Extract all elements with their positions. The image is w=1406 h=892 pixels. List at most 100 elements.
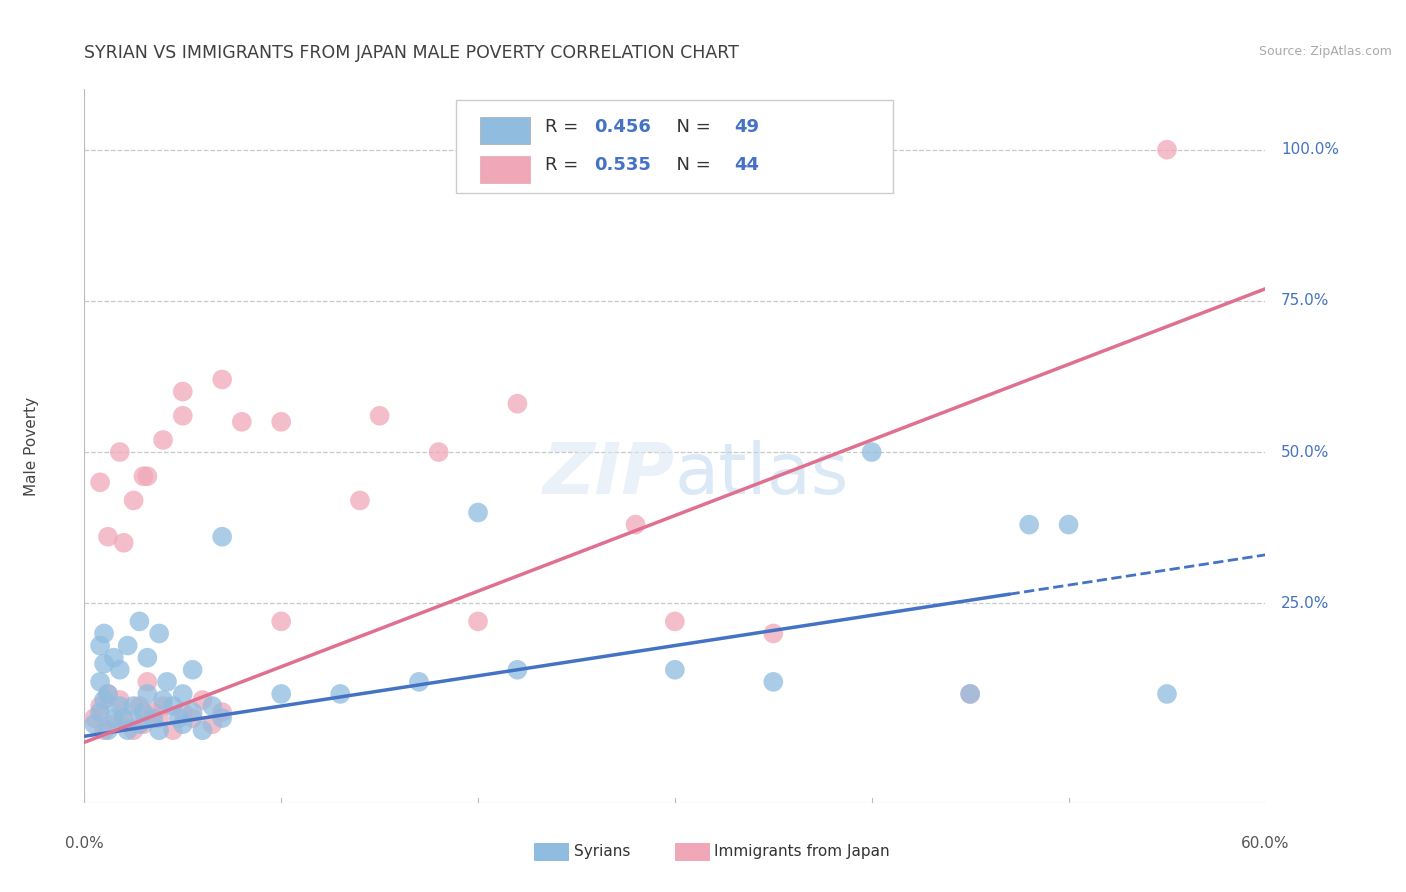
Text: R =: R = [546, 118, 583, 136]
Point [112, 711, 135, 725]
Point [181, 711, 204, 725]
Point [112, 711, 135, 725]
Point [762, 626, 785, 640]
Point [329, 687, 352, 701]
Point [152, 693, 174, 707]
Text: Source: ZipAtlas.com: Source: ZipAtlas.com [1258, 45, 1392, 58]
Point [211, 530, 233, 544]
Text: Syrians: Syrians [574, 845, 630, 859]
Text: 49: 49 [734, 118, 759, 136]
Text: 60.0%: 60.0% [1241, 836, 1289, 851]
Point [128, 717, 150, 731]
Point [122, 493, 145, 508]
Point [128, 699, 150, 714]
Point [93, 693, 115, 707]
Point [172, 384, 194, 399]
Text: Male Poverty: Male Poverty [24, 396, 39, 496]
Text: N =: N = [665, 156, 717, 174]
Point [172, 409, 194, 423]
Point [117, 723, 139, 738]
Point [181, 663, 204, 677]
Text: N =: N = [665, 118, 717, 136]
Point [136, 469, 159, 483]
FancyBboxPatch shape [479, 118, 530, 145]
Point [89, 475, 111, 490]
Text: 50.0%: 50.0% [1281, 444, 1330, 459]
Point [148, 723, 170, 738]
Point [136, 674, 159, 689]
Text: 75.0%: 75.0% [1281, 293, 1330, 309]
Point [156, 674, 179, 689]
Text: R =: R = [546, 156, 583, 174]
Point [167, 711, 190, 725]
Point [112, 535, 135, 549]
Point [624, 517, 647, 532]
Point [211, 705, 233, 719]
Point [132, 705, 155, 719]
Point [191, 723, 214, 738]
Point [89, 674, 111, 689]
Point [97, 687, 120, 701]
Point [93, 626, 115, 640]
Point [172, 717, 194, 731]
Point [172, 705, 194, 719]
Point [148, 711, 170, 725]
Point [83, 711, 105, 725]
Point [506, 397, 529, 411]
Point [93, 657, 115, 671]
Point [103, 650, 125, 665]
Point [142, 711, 165, 725]
FancyBboxPatch shape [457, 100, 893, 193]
Point [148, 626, 170, 640]
Point [103, 717, 125, 731]
Point [181, 705, 204, 719]
Point [108, 699, 131, 714]
Point [959, 687, 981, 701]
Point [860, 445, 883, 459]
Point [162, 699, 184, 714]
Point [427, 445, 450, 459]
FancyBboxPatch shape [479, 156, 530, 183]
Text: ZIP: ZIP [543, 440, 675, 509]
Point [959, 687, 981, 701]
Point [142, 705, 165, 719]
Point [201, 717, 224, 731]
Point [172, 687, 194, 701]
Text: Immigrants from Japan: Immigrants from Japan [714, 845, 890, 859]
Point [97, 687, 120, 701]
Point [1057, 517, 1080, 532]
Point [132, 469, 155, 483]
Point [93, 723, 115, 738]
Point [97, 723, 120, 738]
Point [103, 711, 125, 725]
Point [152, 433, 174, 447]
Point [97, 530, 120, 544]
Text: 100.0%: 100.0% [1281, 142, 1339, 157]
Point [349, 493, 371, 508]
Point [368, 409, 391, 423]
Text: 44: 44 [734, 156, 759, 174]
Point [122, 723, 145, 738]
Text: 0.0%: 0.0% [65, 836, 104, 851]
Point [1018, 517, 1040, 532]
Point [136, 687, 159, 701]
Point [664, 615, 686, 629]
Point [211, 372, 233, 386]
Point [231, 415, 253, 429]
Point [108, 663, 131, 677]
Point [136, 650, 159, 665]
Point [664, 663, 686, 677]
Point [762, 674, 785, 689]
Point [108, 445, 131, 459]
Point [128, 615, 150, 629]
Point [122, 699, 145, 714]
Point [506, 663, 529, 677]
Text: 0.456: 0.456 [595, 118, 651, 136]
Point [191, 693, 214, 707]
Point [89, 639, 111, 653]
Point [270, 415, 292, 429]
Point [1156, 143, 1178, 157]
Point [467, 615, 489, 629]
Point [1156, 687, 1178, 701]
Point [162, 723, 184, 738]
